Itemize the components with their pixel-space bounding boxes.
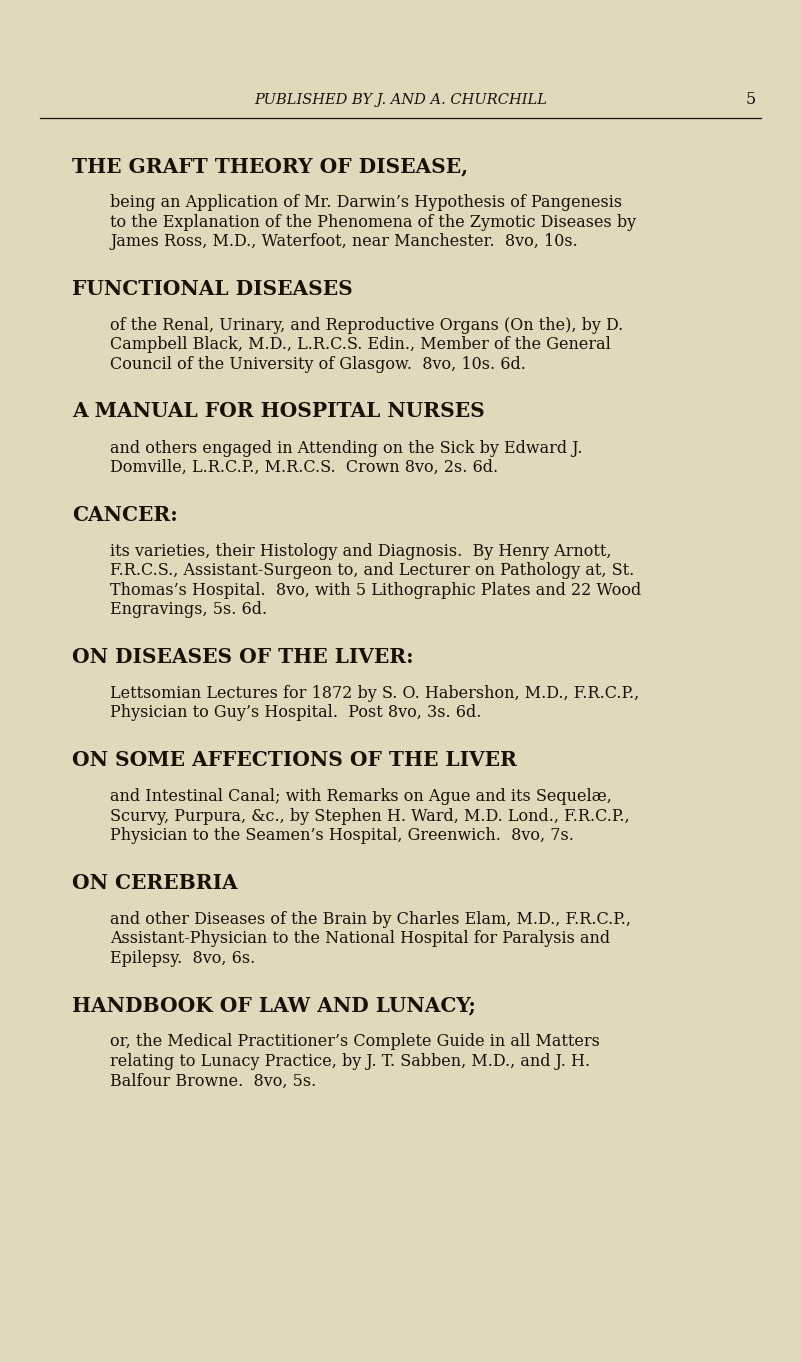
Text: Campbell Black, M.D., L.R.C.S. Edin., Member of the General: Campbell Black, M.D., L.R.C.S. Edin., Me… — [110, 336, 611, 353]
Text: F.R.C.S., Assistant-Surgeon to, and Lecturer on Pathology at, St.: F.R.C.S., Assistant-Surgeon to, and Lect… — [110, 563, 634, 579]
Text: A MANUAL FOR HOSPITAL NURSES: A MANUAL FOR HOSPITAL NURSES — [72, 402, 485, 421]
Text: THE GRAFT THEORY OF DISEASE,: THE GRAFT THEORY OF DISEASE, — [72, 157, 468, 176]
Text: Assistant-Physician to the National Hospital for Paralysis and: Assistant-Physician to the National Hosp… — [110, 930, 610, 947]
Text: ON DISEASES OF THE LIVER:: ON DISEASES OF THE LIVER: — [72, 647, 413, 667]
Text: of the Renal, Urinary, and Reproductive Organs (On the), by D.: of the Renal, Urinary, and Reproductive … — [110, 317, 623, 334]
Text: being an Application of Mr. Darwin’s Hypothesis of Pangenesis: being an Application of Mr. Darwin’s Hyp… — [110, 195, 622, 211]
Text: ON CEREBRIA: ON CEREBRIA — [72, 873, 238, 892]
Text: Physician to the Seamen’s Hospital, Greenwich.  8vo, 7s.: Physician to the Seamen’s Hospital, Gree… — [110, 827, 574, 844]
Text: Epilepsy.  8vo, 6s.: Epilepsy. 8vo, 6s. — [110, 949, 256, 967]
Text: FUNCTIONAL DISEASES: FUNCTIONAL DISEASES — [72, 279, 352, 298]
Text: and Intestinal Canal; with Remarks on Ague and its Sequelæ,: and Intestinal Canal; with Remarks on Ag… — [110, 789, 612, 805]
Text: and other Diseases of the Brain by Charles Elam, M.D., F.R.C.P.,: and other Diseases of the Brain by Charl… — [110, 911, 631, 928]
Text: its varieties, their Histology and Diagnosis.  By Henry Arnott,: its varieties, their Histology and Diagn… — [110, 542, 611, 560]
Text: Lettsomian Lectures for 1872 by S. O. Habershon, M.D., F.R.C.P.,: Lettsomian Lectures for 1872 by S. O. Ha… — [110, 685, 639, 701]
Text: James Ross, M.D., Waterfoot, near Manchester.  8vo, 10s.: James Ross, M.D., Waterfoot, near Manche… — [110, 233, 578, 251]
Text: Thomas’s Hospital.  8vo, with 5 Lithographic Plates and 22 Wood: Thomas’s Hospital. 8vo, with 5 Lithograp… — [110, 582, 642, 599]
Text: and others engaged in Attending on the Sick by Edward J.: and others engaged in Attending on the S… — [110, 440, 582, 456]
Text: to the Explanation of the Phenomena of the Zymotic Diseases by: to the Explanation of the Phenomena of t… — [110, 214, 636, 230]
Text: Domville, L.R.C.P., M.R.C.S.  Crown 8vo, 2s. 6d.: Domville, L.R.C.P., M.R.C.S. Crown 8vo, … — [110, 459, 498, 477]
Text: ON SOME AFFECTIONS OF THE LIVER: ON SOME AFFECTIONS OF THE LIVER — [72, 750, 517, 770]
Text: 5: 5 — [746, 91, 756, 109]
Text: Council of the University of Glasgow.  8vo, 10s. 6d.: Council of the University of Glasgow. 8v… — [110, 355, 526, 373]
Text: relating to Lunacy Practice, by J. T. Sabben, M.D., and J. H.: relating to Lunacy Practice, by J. T. Sa… — [110, 1053, 590, 1071]
Text: HANDBOOK OF LAW AND LUNACY;: HANDBOOK OF LAW AND LUNACY; — [72, 996, 476, 1015]
Text: Balfour Browne.  8vo, 5s.: Balfour Browne. 8vo, 5s. — [110, 1072, 316, 1090]
Text: PUBLISHED BY J. AND A. CHURCHILL: PUBLISHED BY J. AND A. CHURCHILL — [254, 93, 547, 108]
Text: Physician to Guy’s Hospital.  Post 8vo, 3s. 6d.: Physician to Guy’s Hospital. Post 8vo, 3… — [110, 704, 481, 722]
Text: Engravings, 5s. 6d.: Engravings, 5s. 6d. — [110, 601, 267, 618]
Text: Scurvy, Purpura, &c., by Stephen H. Ward, M.D. Lond., F.R.C.P.,: Scurvy, Purpura, &c., by Stephen H. Ward… — [110, 808, 630, 824]
Text: or, the Medical Practitioner’s Complete Guide in all Matters: or, the Medical Practitioner’s Complete … — [110, 1034, 600, 1050]
Text: CANCER:: CANCER: — [72, 504, 178, 524]
